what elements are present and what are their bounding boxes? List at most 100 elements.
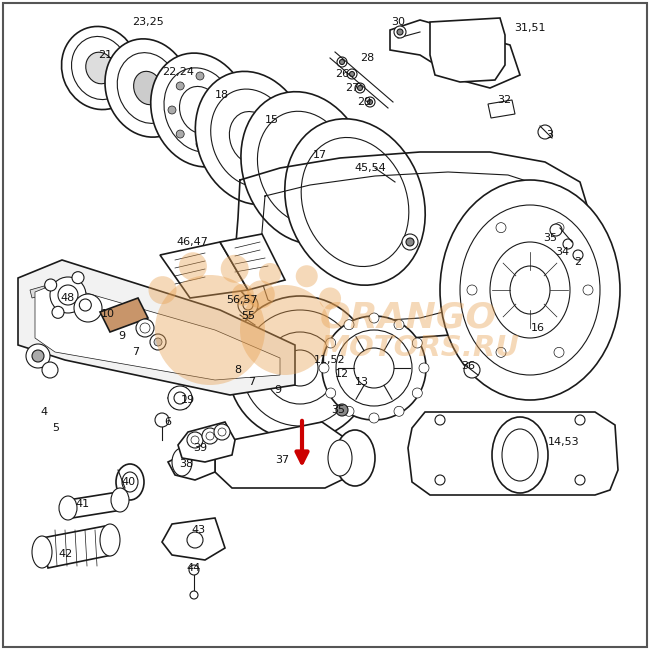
Text: 13: 13 bbox=[355, 377, 369, 387]
Circle shape bbox=[52, 306, 64, 318]
Polygon shape bbox=[220, 234, 285, 290]
Text: 37: 37 bbox=[275, 455, 289, 465]
Ellipse shape bbox=[412, 338, 423, 348]
Text: 42: 42 bbox=[59, 549, 73, 559]
Ellipse shape bbox=[229, 112, 275, 164]
Ellipse shape bbox=[32, 536, 52, 568]
Wedge shape bbox=[245, 337, 270, 400]
Circle shape bbox=[554, 223, 564, 233]
Ellipse shape bbox=[440, 180, 620, 400]
Text: 7: 7 bbox=[133, 347, 140, 357]
Ellipse shape bbox=[59, 496, 77, 520]
Circle shape bbox=[176, 130, 184, 138]
Circle shape bbox=[238, 295, 258, 315]
Circle shape bbox=[214, 424, 230, 440]
Polygon shape bbox=[190, 342, 206, 354]
Ellipse shape bbox=[369, 313, 379, 323]
Ellipse shape bbox=[344, 320, 354, 330]
Ellipse shape bbox=[134, 72, 162, 105]
Circle shape bbox=[168, 386, 192, 410]
Ellipse shape bbox=[241, 92, 369, 244]
Circle shape bbox=[358, 86, 363, 90]
Text: 43: 43 bbox=[191, 525, 205, 535]
Circle shape bbox=[148, 276, 177, 304]
Circle shape bbox=[350, 72, 354, 77]
Circle shape bbox=[247, 280, 275, 309]
Ellipse shape bbox=[328, 440, 352, 476]
Ellipse shape bbox=[419, 363, 429, 373]
Circle shape bbox=[42, 362, 58, 378]
Text: 8: 8 bbox=[235, 365, 242, 375]
Polygon shape bbox=[430, 18, 505, 82]
Text: 3: 3 bbox=[547, 130, 554, 140]
Text: 41: 41 bbox=[75, 499, 89, 509]
Circle shape bbox=[189, 565, 199, 575]
Polygon shape bbox=[42, 526, 112, 568]
Circle shape bbox=[336, 404, 348, 416]
Ellipse shape bbox=[510, 266, 550, 314]
Circle shape bbox=[402, 234, 418, 250]
Ellipse shape bbox=[492, 417, 548, 493]
Circle shape bbox=[259, 263, 281, 285]
Circle shape bbox=[216, 82, 224, 90]
Text: 30: 30 bbox=[391, 17, 405, 27]
Circle shape bbox=[187, 532, 203, 548]
Circle shape bbox=[232, 283, 254, 305]
Text: 23,25: 23,25 bbox=[132, 17, 164, 27]
Ellipse shape bbox=[72, 36, 129, 99]
Circle shape bbox=[230, 360, 246, 376]
Circle shape bbox=[191, 436, 199, 444]
Ellipse shape bbox=[336, 330, 412, 406]
Circle shape bbox=[155, 275, 265, 385]
Ellipse shape bbox=[282, 350, 318, 386]
Polygon shape bbox=[35, 284, 280, 380]
Ellipse shape bbox=[264, 332, 336, 404]
Ellipse shape bbox=[458, 40, 493, 64]
Text: 26: 26 bbox=[335, 69, 349, 79]
Circle shape bbox=[347, 69, 357, 79]
Polygon shape bbox=[178, 422, 235, 462]
Circle shape bbox=[221, 255, 249, 283]
Text: ORANGO: ORANGO bbox=[320, 301, 497, 335]
Polygon shape bbox=[168, 448, 215, 480]
Text: 22,24: 22,24 bbox=[162, 67, 194, 77]
Text: 48: 48 bbox=[61, 293, 75, 303]
Circle shape bbox=[45, 279, 57, 291]
Text: 9: 9 bbox=[118, 331, 125, 341]
Circle shape bbox=[365, 97, 375, 107]
Circle shape bbox=[496, 223, 506, 233]
Circle shape bbox=[26, 344, 50, 368]
Text: 39: 39 bbox=[193, 443, 207, 453]
Text: 46,47: 46,47 bbox=[176, 237, 208, 247]
Circle shape bbox=[367, 99, 372, 105]
Ellipse shape bbox=[105, 39, 191, 137]
Circle shape bbox=[243, 300, 253, 310]
Circle shape bbox=[202, 428, 218, 444]
Polygon shape bbox=[390, 20, 520, 88]
Text: 31,51: 31,51 bbox=[514, 23, 546, 33]
Polygon shape bbox=[68, 492, 122, 518]
Ellipse shape bbox=[354, 348, 394, 388]
Text: 38: 38 bbox=[179, 459, 193, 469]
Ellipse shape bbox=[196, 72, 309, 205]
Text: 6: 6 bbox=[164, 417, 172, 427]
Text: 15: 15 bbox=[265, 115, 279, 125]
Wedge shape bbox=[295, 313, 350, 352]
Polygon shape bbox=[110, 314, 126, 326]
Circle shape bbox=[58, 285, 78, 305]
Text: 16: 16 bbox=[531, 323, 545, 333]
Ellipse shape bbox=[412, 388, 423, 398]
Circle shape bbox=[155, 413, 169, 427]
Text: 5: 5 bbox=[53, 423, 60, 433]
Circle shape bbox=[196, 140, 204, 148]
Circle shape bbox=[174, 392, 186, 404]
Circle shape bbox=[435, 415, 445, 425]
Text: 9: 9 bbox=[274, 385, 281, 395]
Ellipse shape bbox=[322, 316, 426, 420]
Circle shape bbox=[248, 370, 256, 378]
Circle shape bbox=[206, 432, 214, 440]
Ellipse shape bbox=[172, 448, 192, 476]
Polygon shape bbox=[488, 100, 515, 118]
Ellipse shape bbox=[326, 388, 335, 398]
Circle shape bbox=[573, 250, 583, 260]
